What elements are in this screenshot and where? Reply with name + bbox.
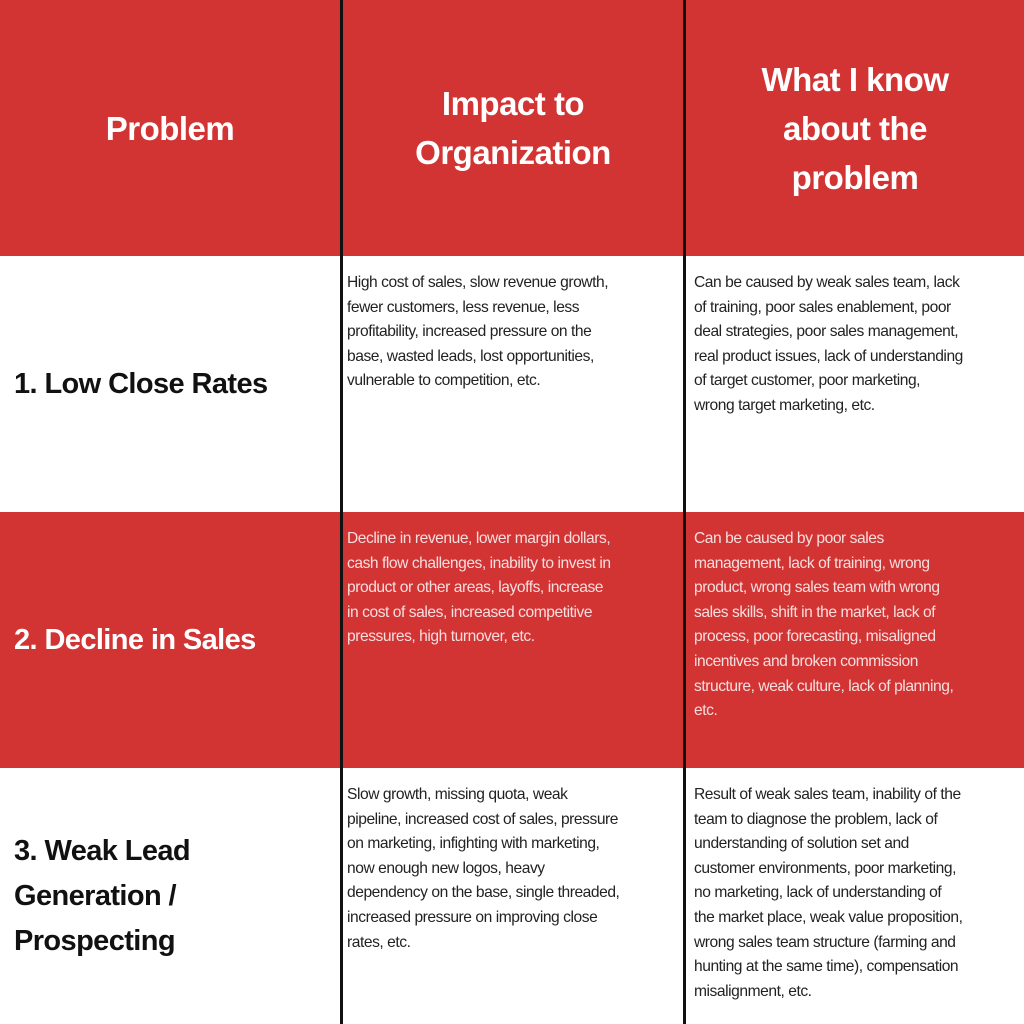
impact-cell: Decline in revenue, lower margin dollars…	[343, 512, 683, 768]
text-line: deal strategies, poor sales management,	[694, 323, 959, 341]
impact-cell: Slow growth, missing quota, weak pipeline…	[343, 768, 683, 1024]
cell-text: Impact to Organization	[415, 79, 611, 177]
text-line: 3. Weak Lead	[14, 834, 191, 867]
cell-text: Can be caused by poor sales management, l…	[694, 527, 1024, 724]
text-line: understanding of solution set and	[694, 835, 909, 853]
text-line: management, lack of training, wrong	[694, 554, 930, 572]
impact-cell: High cost of sales, slow revenue growth,…	[343, 256, 683, 512]
cell-text: Result of weak sales team, inability of …	[694, 783, 1024, 1004]
text-line: product or other areas, layoffs, increas…	[347, 579, 604, 597]
problem-cell: 2. Decline in Sales	[0, 512, 340, 768]
cell-text: Can be caused by weak sales team, lack of…	[694, 271, 1024, 419]
text-line: pressures, high turnover, etc.	[347, 628, 535, 646]
text-line: increased pressure on improving close	[347, 908, 598, 926]
text-line: base, wasted leads, lost opportunities,	[347, 347, 594, 365]
cell-text: 2. Decline in Sales	[14, 618, 256, 663]
text-line: team to diagnose the problem, lack of	[694, 810, 938, 828]
text-line: 2. Decline in Sales	[14, 623, 256, 656]
text-line: Generation /	[14, 879, 177, 912]
header-problem-text: Problem	[105, 109, 235, 147]
text-line: High cost of sales, slow revenue growth,	[347, 274, 609, 291]
header-impact: Impact to Organization	[343, 0, 683, 256]
cell-text: Slow growth, missing quota, weak pipeline…	[347, 783, 683, 955]
text-line: hunting at the same time), compensation	[694, 958, 959, 976]
cell-text: Decline in revenue, lower margin dollars…	[347, 527, 683, 650]
column-divider	[683, 0, 686, 1024]
table-row: 2. Decline in Sales Decline in revenue, …	[0, 512, 1024, 768]
text-line: Slow growth, missing quota, weak	[347, 786, 568, 803]
text-line: 1. Low Close Rates	[14, 367, 268, 400]
text-line: customer environments, poor marketing,	[694, 859, 956, 877]
table-row: 3. Weak Lead Generation / Prospecting Slow…	[0, 768, 1024, 1024]
know-cell: Can be caused by poor sales management, l…	[686, 512, 1024, 768]
cell-text: High cost of sales, slow revenue growth,…	[347, 271, 683, 394]
text-line: product, wrong sales team with wrong	[694, 579, 940, 597]
text-line: process, poor forecasting, misaligned	[694, 628, 936, 646]
header-row: Problem Impact to Organization What I kno…	[0, 0, 1024, 256]
problem-cell: 3. Weak Lead Generation / Prospecting	[0, 768, 340, 1024]
header-know: What I know about the problem	[686, 0, 1024, 256]
header-problem: Problem	[0, 0, 340, 256]
text-line: misalignment, etc.	[694, 982, 812, 1000]
text-line: dependency on the base, single threaded,	[347, 884, 620, 902]
text-line: sales skills, shift in the market, lack …	[694, 603, 936, 621]
know-cell: Can be caused by weak sales team, lack of…	[686, 256, 1024, 512]
text-line: fewer customers, less revenue, less	[347, 298, 580, 316]
text-line: Decline in revenue, lower margin dollars…	[347, 530, 611, 547]
text-line: etc.	[694, 702, 718, 720]
text-line: on marketing, infighting with marketing,	[347, 835, 600, 853]
text-line: wrong target marketing, etc.	[694, 396, 875, 414]
text-line: real product issues, lack of understandi…	[694, 347, 963, 365]
cell-text: 3. Weak Lead Generation / Prospecting	[14, 829, 191, 964]
text-line: Prospecting	[14, 924, 176, 957]
text-line: of target customer, poor marketing,	[694, 372, 921, 390]
text-line: Impact to	[441, 85, 585, 122]
text-line: Organization	[415, 134, 611, 171]
text-line: Can be caused by poor sales	[694, 530, 884, 547]
text-line: profitability, increased pressure on the	[347, 323, 592, 341]
text-line: no marketing, lack of understanding of	[694, 884, 942, 902]
text-line: of training, poor sales enablement, poor	[694, 298, 951, 316]
text-line: vulnerable to competition, etc.	[347, 372, 541, 390]
text-line: the market place, weak value proposition…	[694, 908, 963, 926]
text-line: incentives and broken commission	[694, 652, 918, 670]
column-divider	[340, 0, 343, 1024]
text-line: in cost of sales, increased competitive	[347, 603, 593, 621]
text-line: Result of weak sales team, inability of …	[694, 786, 961, 803]
text-line: rates, etc.	[347, 933, 411, 951]
text-line: structure, weak culture, lack of plannin…	[694, 677, 954, 695]
cell-text: 1. Low Close Rates	[14, 362, 268, 407]
text-line: Can be caused by weak sales team, lack	[694, 274, 960, 291]
text-line: What I know	[761, 60, 950, 98]
text-line: wrong sales team structure (farming and	[694, 933, 956, 951]
text-line: about the	[783, 109, 927, 147]
text-line: cash flow challenges, inability to inves…	[347, 554, 611, 572]
cell-text: What I know about the problem	[761, 55, 950, 202]
text-line: problem	[791, 158, 919, 196]
text-line: now enough new logos, heavy	[347, 859, 545, 877]
table-row: 1. Low Close Rates High cost of sales, s…	[0, 256, 1024, 512]
know-cell: Result of weak sales team, inability of …	[686, 768, 1024, 1024]
problem-cell: 1. Low Close Rates	[0, 256, 340, 512]
text-line: pipeline, increased cost of sales, press…	[347, 810, 619, 828]
